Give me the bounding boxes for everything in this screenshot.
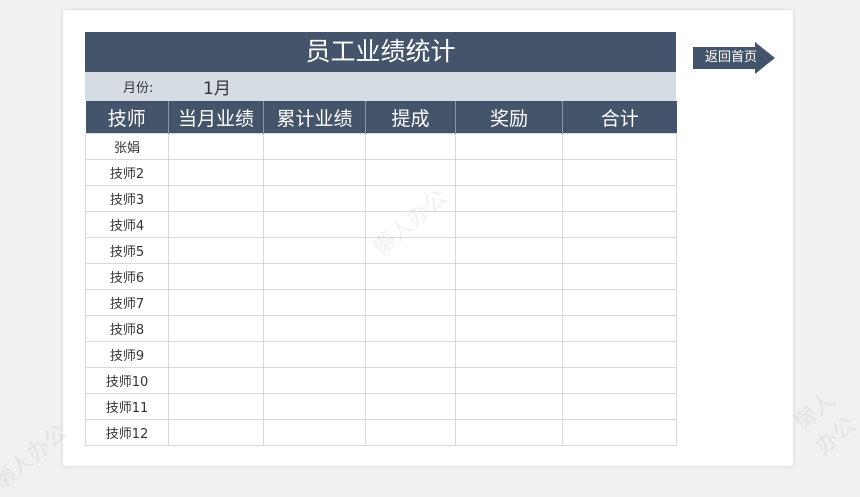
value-cell[interactable] [455,185,563,212]
value-cell[interactable] [562,133,677,160]
value-cell[interactable] [562,185,677,212]
value-cell[interactable] [365,289,456,316]
technician-name-cell[interactable]: 技师12 [85,419,169,446]
table-row: 技师11 [85,393,677,420]
arrow-right-icon [755,42,775,74]
month-row: 月份: 1月 [85,72,676,101]
column-header: 当月业绩 [168,101,264,134]
value-cell[interactable] [263,289,366,316]
month-label: 月份: [123,81,154,96]
value-cell[interactable] [562,263,677,290]
arrow-body [693,47,755,69]
value-cell[interactable] [168,237,264,264]
value-cell[interactable] [263,211,366,238]
column-header: 合计 [562,101,677,134]
performance-table: 员工业绩统计 月份: 1月 技师 当月业绩 累计业绩 提成 奖励 合计 张娟 技师2 技师3 技… [85,32,677,446]
value-cell[interactable] [562,367,677,394]
value-cell[interactable] [263,419,366,446]
value-cell[interactable] [455,367,563,394]
table-row: 技师8 [85,315,677,342]
value-cell[interactable] [562,315,677,342]
table-row: 技师12 [85,419,677,446]
technician-name-cell[interactable]: 技师9 [85,341,169,368]
value-cell[interactable] [168,341,264,368]
watermark: 懒人办公 [790,388,860,461]
value-cell[interactable] [263,133,366,160]
value-cell[interactable] [455,133,563,160]
technician-name-cell[interactable]: 技师4 [85,211,169,238]
value-cell[interactable] [562,341,677,368]
value-cell[interactable] [168,263,264,290]
value-cell[interactable] [455,393,563,420]
value-cell[interactable] [455,341,563,368]
value-cell[interactable] [365,367,456,394]
technician-name-cell[interactable]: 技师7 [85,289,169,316]
technician-name-cell[interactable]: 技师8 [85,315,169,342]
value-cell[interactable] [562,211,677,238]
technician-name-cell[interactable]: 技师3 [85,185,169,212]
month-value[interactable]: 1月 [203,79,231,99]
column-header: 累计业绩 [263,101,366,134]
value-cell[interactable] [168,211,264,238]
value-cell[interactable] [263,237,366,264]
value-cell[interactable] [455,263,563,290]
technician-name-cell[interactable]: 技师11 [85,393,169,420]
value-cell[interactable] [168,315,264,342]
value-cell[interactable] [263,315,366,342]
technician-name-cell[interactable]: 技师10 [85,367,169,394]
table-row: 张娟 [85,133,677,160]
value-cell[interactable] [455,237,563,264]
value-cell[interactable] [455,289,563,316]
value-cell[interactable] [168,185,264,212]
value-cell[interactable] [168,419,264,446]
technician-name-cell[interactable]: 张娟 [85,133,169,160]
table-row: 技师9 [85,341,677,368]
value-cell[interactable] [168,159,264,186]
value-cell[interactable] [263,341,366,368]
value-cell[interactable] [365,263,456,290]
value-cell[interactable] [168,367,264,394]
value-cell[interactable] [455,211,563,238]
value-cell[interactable] [365,419,456,446]
value-cell[interactable] [168,133,264,160]
technician-name-cell[interactable]: 技师5 [85,237,169,264]
table-row: 技师7 [85,289,677,316]
value-cell[interactable] [455,315,563,342]
value-cell[interactable] [263,159,366,186]
column-header: 奖励 [455,101,563,134]
value-cell[interactable] [263,367,366,394]
value-cell[interactable] [562,159,677,186]
value-cell[interactable] [263,263,366,290]
page-title: 员工业绩统计 [85,32,676,72]
technician-name-cell[interactable]: 技师6 [85,263,169,290]
value-cell[interactable] [365,159,456,186]
table-row: 技师2 [85,159,677,186]
value-cell[interactable] [263,185,366,212]
value-cell[interactable] [365,133,456,160]
back-home-button[interactable]: 返回首页 [693,42,775,78]
value-cell[interactable] [562,237,677,264]
table-row: 技师6 [85,263,677,290]
value-cell[interactable] [455,159,563,186]
value-cell[interactable] [168,393,264,420]
column-header: 技师 [85,101,169,134]
technician-name-cell[interactable]: 技师2 [85,159,169,186]
value-cell[interactable] [168,289,264,316]
value-cell[interactable] [365,393,456,420]
value-cell[interactable] [455,419,563,446]
value-cell[interactable] [562,289,677,316]
table-row: 技师4 [85,211,677,238]
value-cell[interactable] [365,315,456,342]
back-home-label: 返回首页 [704,50,757,65]
table-row: 技师10 [85,367,677,394]
value-cell[interactable] [263,393,366,420]
value-cell[interactable] [562,393,677,420]
table-row: 技师3 [85,185,677,212]
value-cell[interactable] [365,341,456,368]
column-header: 提成 [365,101,456,134]
value-cell[interactable] [562,419,677,446]
